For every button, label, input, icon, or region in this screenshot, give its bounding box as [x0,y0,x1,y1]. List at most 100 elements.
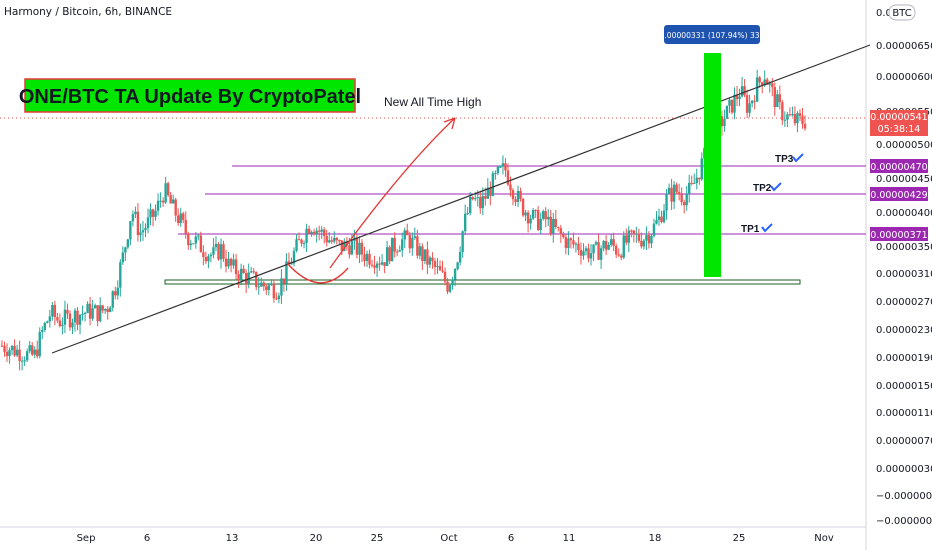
candle-body [388,247,391,262]
last-price-tag: 0.00000541 [870,112,927,123]
candle-body [93,305,97,309]
candle-body [446,281,449,292]
candle-body [63,309,67,325]
candle-body [164,183,167,203]
candle-body [255,271,258,287]
candle-body [771,83,774,88]
candle-body [773,87,776,108]
currency-badge[interactable]: BTC [892,8,911,19]
candle-body [501,163,505,167]
candle-body [491,173,495,196]
candle-body [169,195,172,204]
candle-body [338,240,341,242]
candle-body [642,240,646,247]
candle-body [401,239,404,251]
candle-body [260,282,263,287]
candle-body [677,192,681,195]
candle-body [71,322,74,328]
price-tick-label: 0.00000190 [876,353,932,364]
currency-badge-bg[interactable] [888,4,916,21]
candle-body [222,244,225,259]
candle-body [438,266,442,271]
candle-body [735,94,739,99]
candle-body [247,272,250,285]
candle-body [101,305,104,311]
candle-body [620,255,623,258]
candle-body [28,345,31,352]
candle-body [126,239,130,248]
candle-body [665,193,668,211]
candle-body [753,100,756,102]
candle-body [166,183,170,196]
last-price-tag-bg [870,110,928,136]
candle-body [267,285,271,290]
price-tick-label: 0.00000450 [876,174,932,185]
candle-body [373,265,376,268]
candle-body [111,291,114,308]
candle-body [544,211,547,220]
symbol-header: Harmony / Bitcoin, 6h, BINANCE [4,6,172,18]
candle-body [474,198,477,200]
time-axis[interactable]: Sep 6 13 20 25 Oct 6 11 18 25 Nov [77,533,834,544]
candle-body [549,216,552,234]
candle-body [574,243,578,245]
candle-body [325,235,328,243]
candle-body [323,229,326,236]
candle-body [390,237,394,262]
ath-label: New All Time High [384,95,481,109]
candle-body [41,330,44,332]
candle-body [48,316,52,322]
ascending-trend-line[interactable] [51,44,871,354]
price-tick-label: −0.00000005 [876,491,932,502]
candle-body [363,254,366,261]
candle-body [728,99,731,106]
candle-body [76,310,79,325]
candle-body [456,262,459,269]
candle-body [3,345,6,352]
candle-body [393,237,396,252]
title-box [24,78,356,113]
candle-body [340,240,344,251]
candle-body [262,282,265,287]
price-axis-top-partial: 0.0 [876,8,892,19]
candle-body [688,182,691,195]
candle-body [748,103,751,113]
price-tick-label: 0.00000150 [876,381,932,392]
candle-body [275,298,278,300]
candle-body [156,200,160,211]
candle-body [660,216,663,223]
candle-body [396,251,399,253]
candle-body [542,211,545,219]
candle-body [788,114,792,116]
candle-body [197,235,200,237]
candle-body [607,244,610,250]
candle-body [730,99,734,113]
candle-body [745,95,749,113]
measure-label: 0.00000331 (107.94%) 331 [660,31,765,40]
candle-body [330,240,333,242]
candle-body [13,345,16,356]
candle-body [582,251,585,256]
candle-body [763,79,766,86]
candle-body [297,239,301,241]
candle-body [738,96,741,99]
tp1-tag-bg [870,227,928,241]
candle-body [499,166,502,168]
candle-body [31,345,34,355]
candle-body [720,116,724,127]
candle-body [0,345,4,347]
candle-body [781,102,784,121]
time-tick-label: 11 [563,533,576,544]
candle-body [645,235,648,241]
candle-body [755,77,759,102]
price-tick-label: 0.00000030 [876,464,932,475]
candle-body [413,236,417,238]
price-tick-label: 0.00000230 [876,325,932,336]
candle-body [229,258,233,266]
candle-body [436,266,439,268]
candle-body [547,216,550,220]
candle-body [627,230,630,243]
candle-body [562,234,565,238]
